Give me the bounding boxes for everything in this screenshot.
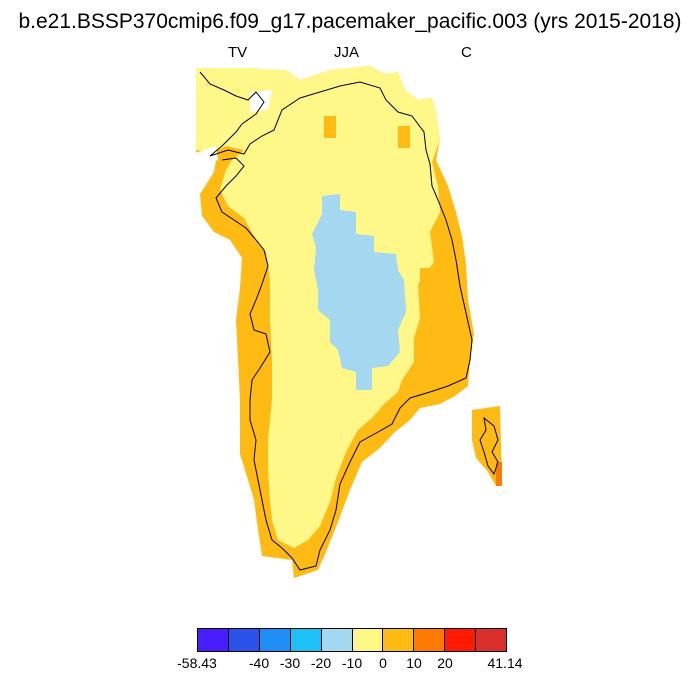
region-central-plateau [312, 194, 406, 390]
colorbar [197, 628, 507, 652]
colorbar-swatch [352, 629, 384, 651]
colorbar-tick-label: -10 [341, 655, 363, 671]
coastline [199, 71, 473, 571]
colorbar-swatch [445, 629, 477, 651]
colorbar-swatch [290, 629, 322, 651]
colorbar-swatch [228, 629, 260, 651]
colorbar-tick-label: -30 [279, 655, 301, 671]
colorbar-tick-label: 20 [437, 655, 453, 671]
colorbar-swatch [198, 629, 229, 651]
coastal-cell [324, 116, 336, 138]
colorbar-swatch [476, 629, 507, 651]
southeast-tip [496, 462, 502, 486]
water-gap [250, 90, 272, 112]
coastal-cell [420, 268, 438, 304]
colorbar-swatch [321, 629, 353, 651]
variable-label: TV [228, 44, 248, 61]
season-label: JJA [334, 44, 360, 61]
water-gap [198, 146, 218, 164]
coastal-cell [398, 126, 410, 148]
colorbar-min-label: -58.43 [177, 655, 217, 671]
colorbar-tick-label: -40 [248, 655, 270, 671]
colorbar-max-label: 41.14 [487, 655, 523, 671]
colorbar-tick-label: -20 [310, 655, 332, 671]
coastal-cell [422, 324, 440, 364]
plot-title: b.e21.BSSP370cmip6.f09_g17.pacemaker_pac… [18, 10, 682, 33]
colorbar-swatch [259, 629, 291, 651]
units-label: C [461, 44, 472, 61]
region-northwest-land [196, 68, 268, 148]
coastline [479, 416, 499, 476]
colorbar-tick-label: 0 [379, 655, 387, 671]
colorbar-swatch [414, 629, 446, 651]
colorbar-swatch [383, 629, 415, 651]
colorbar-tick-label: 10 [406, 655, 422, 671]
